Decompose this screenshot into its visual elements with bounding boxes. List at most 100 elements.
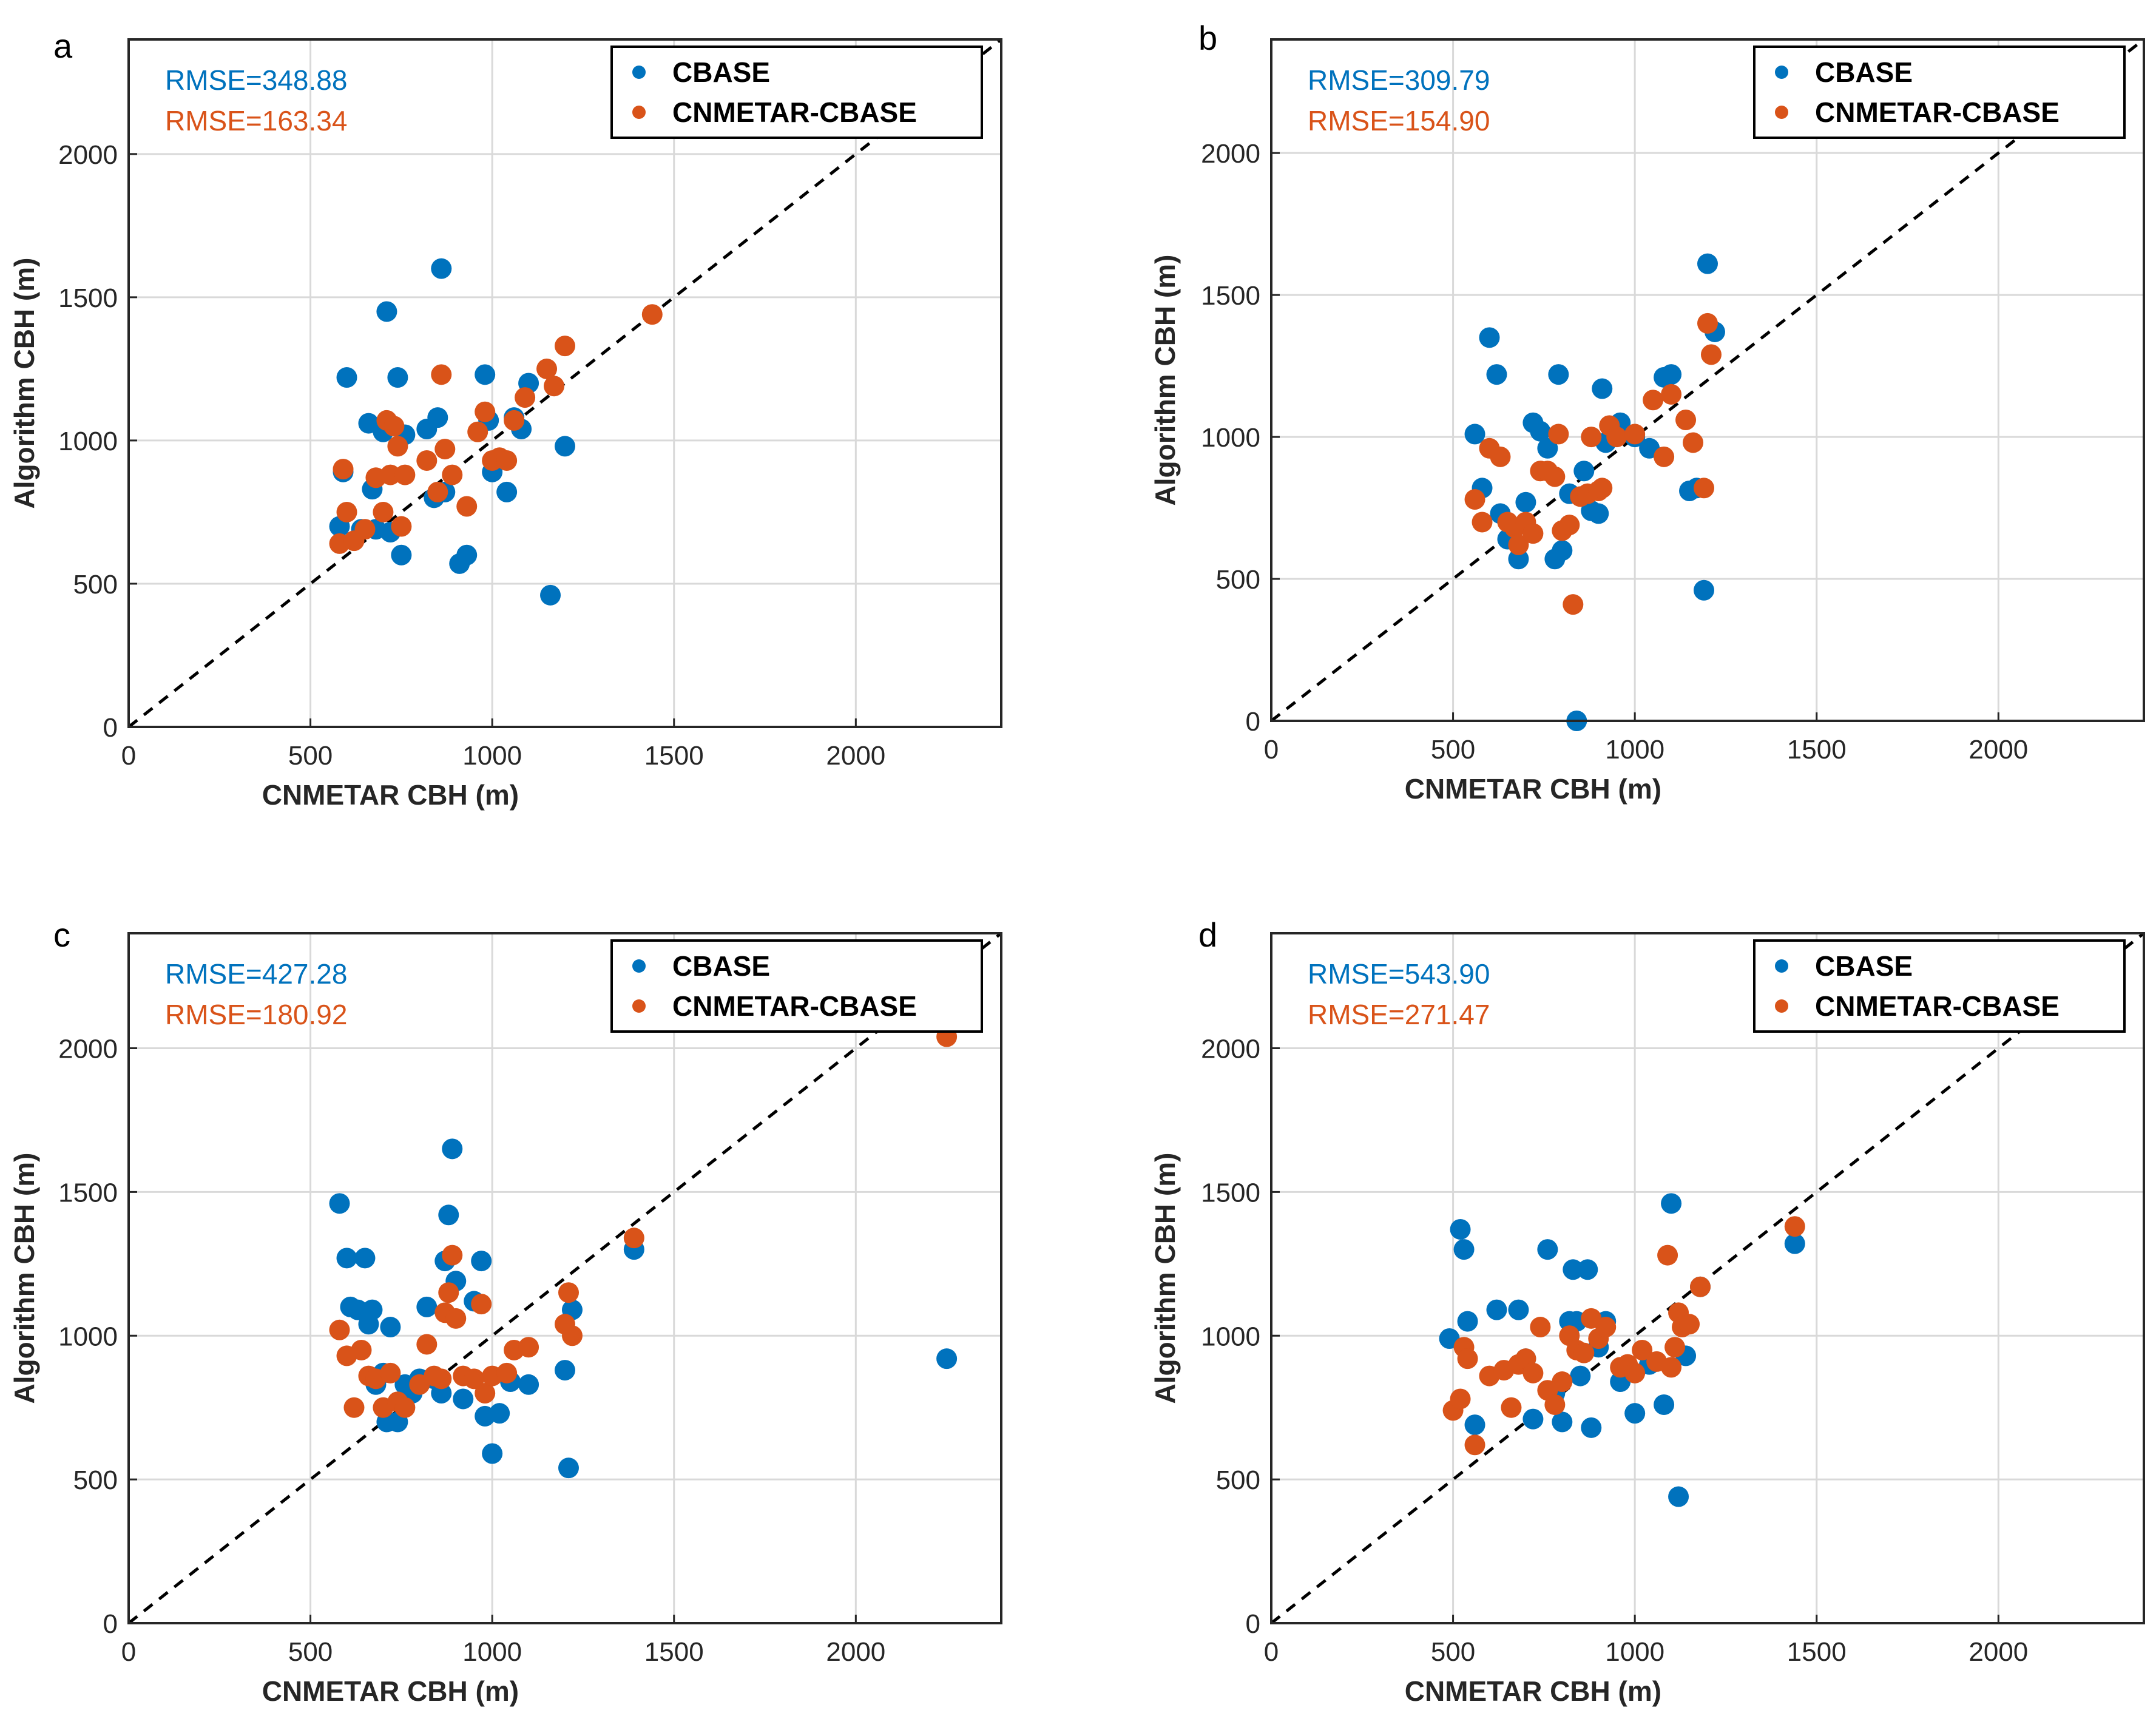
- data-point: [387, 367, 408, 388]
- data-point: [1588, 503, 1609, 524]
- data-point: [475, 364, 496, 385]
- data-point: [1679, 1314, 1700, 1335]
- data-point: [555, 1360, 575, 1381]
- x-axis-label: CNMETAR CBH (m): [1405, 773, 1661, 805]
- y-tick-label: 1500: [58, 283, 118, 313]
- x-tick-label: 1000: [1605, 1637, 1664, 1667]
- legend-marker: [632, 959, 646, 973]
- legend-marker: [1775, 959, 1788, 973]
- x-tick-label: 1500: [644, 741, 704, 771]
- data-point: [558, 1458, 579, 1479]
- series-cnmetar-cbase: [329, 1026, 958, 1418]
- data-point: [1453, 1239, 1475, 1260]
- legend-marker: [632, 999, 646, 1013]
- y-tick-label: 2000: [58, 140, 118, 170]
- panel-letter: c: [53, 916, 70, 954]
- plot-area: [129, 933, 1001, 1623]
- data-point: [1657, 1245, 1678, 1266]
- legend-label: CNMETAR-CBASE: [672, 990, 917, 1022]
- data-point: [336, 1248, 357, 1269]
- y-tick-label: 1000: [58, 1322, 118, 1351]
- data-point: [1661, 383, 1682, 405]
- data-point: [456, 496, 478, 517]
- data-point: [1501, 1397, 1522, 1418]
- legend-marker: [1775, 999, 1788, 1013]
- data-point: [354, 1248, 376, 1269]
- data-point: [1563, 1259, 1584, 1280]
- data-point: [1490, 446, 1511, 467]
- data-point: [1643, 390, 1664, 411]
- data-point: [347, 1299, 368, 1320]
- data-point: [343, 1397, 365, 1418]
- data-point: [387, 436, 408, 457]
- x-tick-label: 2000: [1968, 1637, 2028, 1667]
- data-point: [1544, 466, 1566, 487]
- data-point: [384, 416, 405, 437]
- data-point: [1661, 364, 1682, 385]
- data-point: [1508, 534, 1529, 555]
- one-to-one-line: [1270, 932, 2145, 1624]
- legend-label: CBASE: [672, 56, 770, 88]
- data-point: [438, 1204, 459, 1226]
- legend-box: [610, 46, 983, 139]
- data-point: [1472, 512, 1493, 533]
- data-point: [1486, 1299, 1507, 1320]
- data-point: [504, 410, 525, 431]
- data-point: [1694, 579, 1715, 601]
- data-point: [380, 1317, 401, 1338]
- data-point: [1654, 446, 1675, 467]
- data-point: [1479, 327, 1500, 348]
- data-point: [456, 544, 478, 566]
- data-point: [453, 1388, 474, 1410]
- one-to-one-line: [127, 38, 1002, 728]
- data-point: [1624, 1362, 1646, 1383]
- y-tick-label: 500: [1216, 565, 1260, 595]
- data-point: [1552, 1411, 1573, 1433]
- data-point: [555, 436, 575, 457]
- data-point: [558, 1282, 579, 1303]
- data-point: [445, 1308, 467, 1329]
- data-point: [467, 421, 488, 442]
- x-axis-label: CNMETAR CBH (m): [1405, 1675, 1661, 1707]
- y-axis-label: Algorithm CBH (m): [1149, 1153, 1181, 1404]
- data-point: [496, 481, 518, 502]
- legend-label: CBASE: [1815, 56, 1913, 88]
- data-point: [1548, 364, 1569, 385]
- data-point: [1668, 1486, 1689, 1507]
- data-point: [1592, 378, 1613, 399]
- x-axis-label: CNMETAR CBH (m): [262, 779, 519, 811]
- data-point: [1664, 1337, 1686, 1358]
- rmse-cnmetar-cbase: RMSE=180.92: [165, 999, 347, 1030]
- panel-letter: a: [53, 27, 73, 65]
- data-point: [623, 1228, 644, 1249]
- data-point: [431, 1383, 452, 1404]
- rmse-cnmetar-cbase: RMSE=154.90: [1308, 105, 1490, 137]
- data-point: [336, 501, 357, 522]
- data-point: [540, 584, 561, 606]
- axes-box: [127, 38, 1002, 728]
- legend-label: CBASE: [1815, 950, 1913, 982]
- data-point: [1581, 427, 1602, 448]
- x-tick-label: 0: [121, 1637, 136, 1667]
- data-point: [464, 1368, 485, 1390]
- axes-box: [127, 932, 1002, 1624]
- data-point: [1624, 424, 1646, 445]
- data-point: [1654, 1394, 1675, 1415]
- data-point: [427, 407, 448, 428]
- data-point: [362, 1299, 383, 1320]
- panel-letter: b: [1198, 19, 1217, 57]
- y-tick-label: 1500: [1201, 281, 1260, 311]
- y-tick-label: 0: [1246, 1609, 1260, 1639]
- data-point: [354, 519, 376, 540]
- data-point: [1450, 1388, 1471, 1410]
- data-point: [1595, 1317, 1617, 1338]
- data-point: [442, 1245, 463, 1266]
- x-tick-label: 2000: [1968, 735, 2028, 765]
- x-tick-label: 1500: [644, 1637, 704, 1667]
- data-point: [641, 304, 663, 325]
- data-point: [1675, 410, 1697, 431]
- x-tick-label: 0: [1264, 1637, 1279, 1667]
- data-point: [1661, 1357, 1682, 1378]
- x-tick-label: 500: [1431, 1637, 1475, 1667]
